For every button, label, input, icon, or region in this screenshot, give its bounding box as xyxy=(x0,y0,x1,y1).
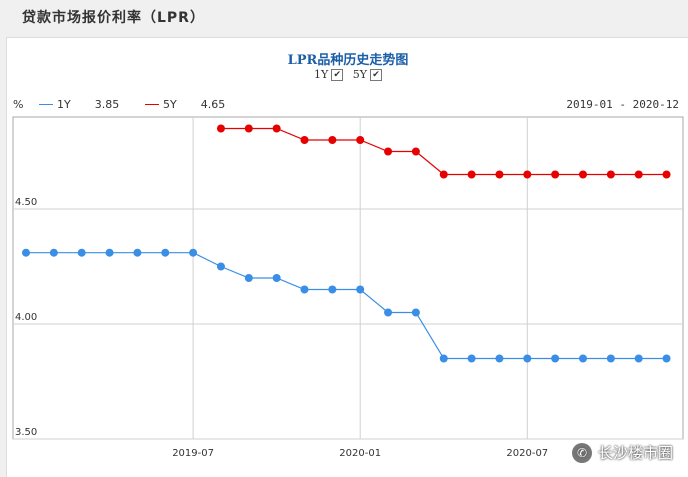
data-point-1y xyxy=(328,285,337,294)
data-point-1y xyxy=(77,248,86,257)
chart-panel: LPR品种历史走势图 1Y ✔ 5Y ✔ % 1Y 3.85 5Y 4.65 201… xyxy=(6,37,688,477)
toggle-1y[interactable]: 1Y ✔ xyxy=(313,68,344,81)
y-unit: % xyxy=(13,98,24,111)
data-point-1y xyxy=(161,248,170,257)
y-tick-label: 3.50 xyxy=(15,427,37,438)
data-point-5y xyxy=(411,147,420,156)
toggle-5y-label: 5Y xyxy=(352,68,368,81)
legend-1y: 1Y 3.85 xyxy=(39,98,119,111)
data-point-5y xyxy=(551,170,560,179)
data-point-5y xyxy=(495,170,504,179)
data-point-5y xyxy=(244,124,253,133)
chart-title: LPR品种历史走势图 xyxy=(287,53,409,68)
wechat-icon: ✆ xyxy=(571,442,592,463)
legend-5y-name: 5Y xyxy=(163,98,177,111)
data-point-1y xyxy=(551,354,560,363)
legend-1y-line xyxy=(39,104,53,105)
legend-1y-value: 3.85 xyxy=(94,98,120,111)
series-line-5y xyxy=(220,127,667,176)
legend-1y-name: 1Y xyxy=(57,98,71,111)
data-point-5y xyxy=(439,170,448,179)
data-point-1y xyxy=(634,354,643,363)
data-point-1y xyxy=(467,354,476,363)
toggle-1y-label: 1Y xyxy=(313,68,329,81)
data-point-1y xyxy=(189,248,198,257)
data-point-5y xyxy=(300,136,309,144)
data-point-1y xyxy=(606,354,615,363)
data-point-1y xyxy=(300,285,309,294)
watermark: ✆ 长沙楼市圈 xyxy=(571,442,673,463)
x-tick-label: 2020-07 xyxy=(506,448,548,459)
data-point-1y xyxy=(356,285,365,294)
legend-5y-value: 4.65 xyxy=(200,98,226,111)
data-point-1y xyxy=(384,308,393,317)
data-point-5y xyxy=(384,147,393,156)
line-chart: 3.50 4.00 4.50 2019-07 2020-01 2020-07 xyxy=(12,116,684,459)
data-point-1y xyxy=(216,262,225,271)
data-point-1y xyxy=(411,308,420,317)
data-point-1y xyxy=(49,248,58,257)
data-point-5y xyxy=(579,170,587,179)
data-point-5y xyxy=(467,170,476,179)
checkbox-1y[interactable]: ✔ xyxy=(331,68,344,81)
data-point-1y xyxy=(133,248,142,257)
data-point-1y xyxy=(579,354,587,363)
legend-5y: 5Y 4.65 xyxy=(145,98,225,111)
data-point-1y xyxy=(22,248,30,257)
data-point-5y xyxy=(216,124,225,133)
data-point-5y xyxy=(272,124,281,133)
data-point-1y xyxy=(523,354,532,363)
data-point-5y xyxy=(523,170,532,179)
data-point-5y xyxy=(356,136,365,144)
data-point-1y xyxy=(105,248,114,257)
data-point-1y xyxy=(662,354,671,363)
series-line-1y xyxy=(26,252,667,360)
header: 贷款市场报价利率（LPR） xyxy=(0,0,688,36)
data-point-1y xyxy=(495,354,504,363)
series-toggles: 1Y ✔ 5Y ✔ xyxy=(7,68,688,81)
date-range: 2019-01 - 2020-12 xyxy=(566,98,679,111)
data-point-5y xyxy=(328,136,337,144)
y-tick-label: 4.50 xyxy=(15,197,37,208)
x-tick-label: 2019-07 xyxy=(172,448,214,459)
legend-5y-line xyxy=(145,104,159,105)
plot-frame xyxy=(12,116,684,440)
data-point-1y xyxy=(439,354,448,363)
data-point-5y xyxy=(662,170,671,179)
page-title: 贷款市场报价利率（LPR） xyxy=(22,10,205,26)
checkbox-5y[interactable]: ✔ xyxy=(370,68,383,81)
y-tick-label: 4.00 xyxy=(15,312,37,323)
data-point-1y xyxy=(244,274,253,282)
data-point-5y xyxy=(634,170,643,179)
x-tick-label: 2020-01 xyxy=(339,448,381,459)
watermark-text: 长沙楼市圈 xyxy=(597,444,673,462)
toggle-5y[interactable]: 5Y ✔ xyxy=(352,68,383,81)
data-point-5y xyxy=(606,170,615,179)
data-point-1y xyxy=(272,274,281,282)
